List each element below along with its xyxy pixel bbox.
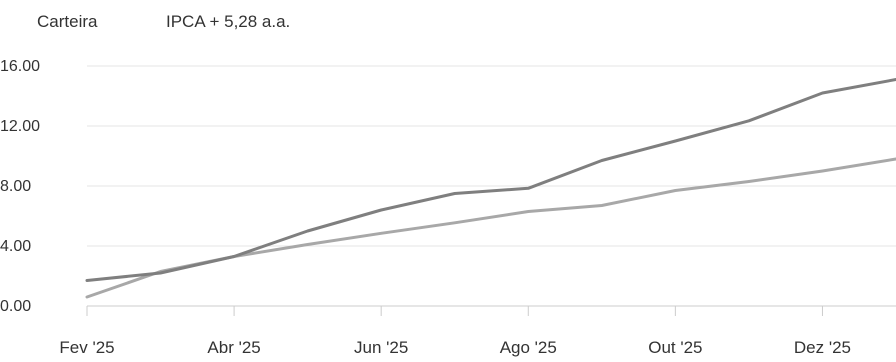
x-tick-label: Abr '25 [207, 338, 260, 357]
x-tick-label: Ago '25 [500, 338, 557, 357]
x-tick-label: Fev '25 [59, 338, 114, 357]
legend-item-1: IPCA + 5,28 a.a. [166, 12, 290, 31]
series-lines [85, 78, 896, 299]
series-line-1 [85, 157, 896, 299]
y-axis-ticks: 0.00 4.00 8.00 12.00 16.00 [0, 58, 40, 315]
y-tick-label: 0.00 [0, 298, 31, 315]
x-tick-label: Out '25 [648, 338, 702, 357]
y-tick-label: 4.00 [0, 238, 31, 255]
series-line-0 [85, 78, 896, 282]
x-tick-label: Jun '25 [354, 338, 408, 357]
y-tick-label: 12.00 [0, 118, 40, 135]
y-tick-label: 8.00 [0, 178, 31, 195]
x-tick-label: Dez '25 [794, 338, 851, 357]
gridlines [87, 65, 896, 307]
y-tick-label: 16.00 [0, 58, 40, 75]
x-axis-ticks: Fev '25 Abr '25 Jun '25 Ago '25 Out '25 Dez '… [59, 306, 851, 357]
legend-item-0: Carteira [37, 12, 98, 31]
legend: Carteira IPCA + 5,28 a.a. [37, 12, 290, 31]
